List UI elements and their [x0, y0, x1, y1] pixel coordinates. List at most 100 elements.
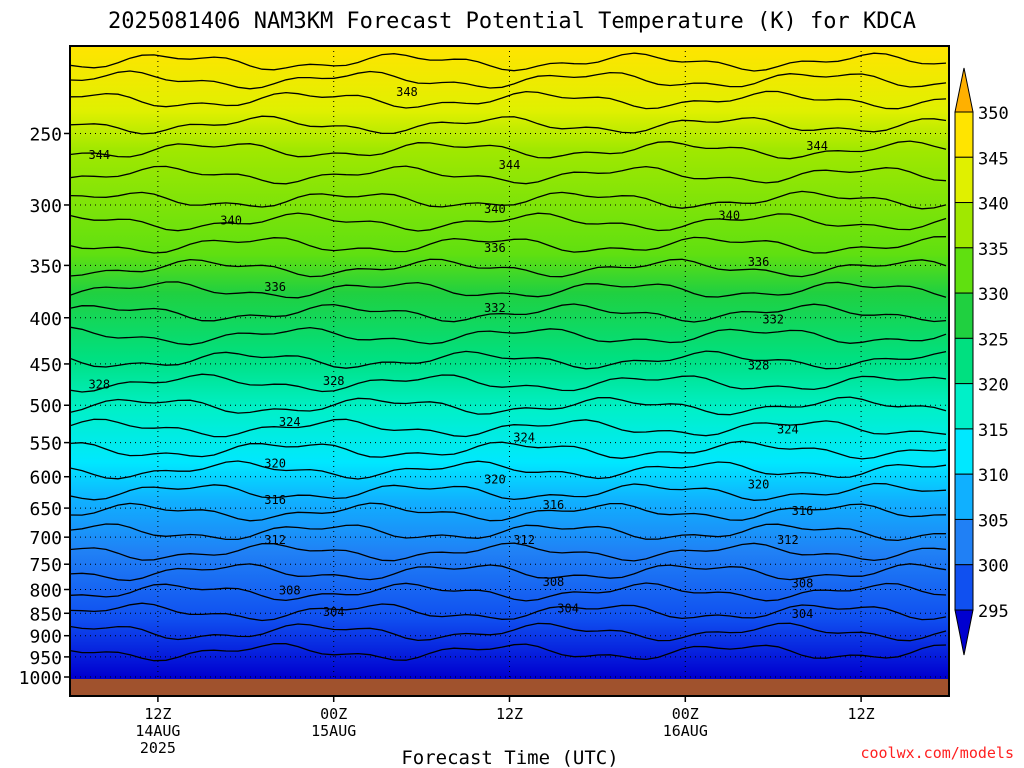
contour-label: 324 — [777, 423, 799, 437]
colorbar-segment — [954, 337, 974, 385]
colorbar-segment — [954, 383, 974, 430]
contour-label: 308 — [279, 583, 301, 597]
contour-line — [70, 350, 947, 370]
colorbar-segment — [954, 428, 974, 475]
contour-line — [70, 236, 947, 254]
contour-label: 312 — [777, 533, 799, 547]
contour-line — [70, 70, 947, 90]
y-tick-label: 500 — [29, 396, 62, 417]
contour-label: 312 — [513, 533, 535, 547]
x-tick-sublabel: 14AUG — [135, 722, 180, 740]
y-tick-label: 400 — [29, 309, 62, 330]
colorbar-bottom-arrow — [954, 609, 974, 656]
y-tick-label: 950 — [29, 648, 62, 669]
contour-line — [70, 303, 947, 323]
contour-line — [70, 373, 947, 393]
contour-line — [70, 190, 947, 210]
contour-line — [70, 165, 947, 185]
contour-label: 340 — [220, 213, 242, 227]
x-tick-sublabel: 2025 — [140, 739, 176, 757]
colorbar-label: 320 — [978, 376, 1009, 396]
contour-line — [70, 602, 947, 622]
contour-label: 316 — [792, 504, 814, 518]
contour-label: 340 — [718, 208, 740, 222]
contour-label: 312 — [264, 533, 286, 547]
contour-label: 304 — [792, 607, 814, 621]
contour-label: 328 — [748, 359, 770, 373]
y-tick-label: 600 — [29, 468, 62, 489]
colorbar-label: 295 — [978, 602, 1009, 622]
plot-area: 348 344 344 344 340 340 340 336 336 336 332 332 328 3… — [70, 46, 949, 696]
contour-label: 332 — [762, 313, 784, 327]
contour-label: 320 — [484, 472, 506, 486]
contour-label: 336 — [748, 255, 770, 269]
contour-label: 344 — [806, 139, 828, 153]
x-axis-label: Forecast Time (UTC) — [401, 747, 618, 768]
contour-line — [70, 140, 947, 160]
colorbar-label: 345 — [978, 149, 1009, 169]
colorbar-label: 305 — [978, 511, 1009, 531]
colorbar-segment — [954, 473, 974, 520]
colorbar: 350 345 340 335 330 325 320 315 310 305 300 295 — [954, 67, 1009, 656]
contour-line — [70, 326, 947, 346]
contour-labels: 348 344 344 344 340 340 340 336 336 336 332 332 328 3… — [88, 85, 828, 621]
contour-label: 344 — [88, 148, 110, 162]
contour-line — [70, 460, 947, 480]
contour-label: 340 — [484, 202, 506, 216]
contour-label: 324 — [279, 415, 301, 429]
contour-label: 304 — [557, 602, 579, 616]
colorbar-segment — [954, 564, 974, 611]
contour-line — [70, 502, 947, 522]
contour-line — [70, 582, 947, 602]
terrain-surface — [70, 679, 949, 696]
contour-label: 324 — [513, 431, 535, 445]
contour-line — [70, 482, 947, 501]
x-tick-label: 12Z — [848, 705, 875, 723]
colorbar-label: 340 — [978, 195, 1009, 215]
contour-line — [70, 115, 947, 135]
x-tick-sublabel: 15AUG — [311, 722, 356, 740]
contour-label: 328 — [88, 377, 110, 391]
y-tick-label: 450 — [29, 355, 62, 376]
y-tick-label: 750 — [29, 555, 62, 576]
contour-label: 320 — [748, 477, 770, 491]
contour-line — [70, 440, 947, 460]
colorbar-label: 315 — [978, 421, 1009, 441]
contour-lines — [70, 52, 947, 662]
y-tick-label: 850 — [29, 604, 62, 625]
y-tick-label: 700 — [29, 528, 62, 549]
contour-label: 348 — [396, 85, 418, 99]
contour-label: 332 — [484, 301, 506, 315]
y-tick-label: 650 — [29, 499, 62, 520]
contour-line — [70, 212, 947, 232]
contour-label: 328 — [323, 374, 345, 388]
colorbar-segment — [954, 111, 974, 158]
y-tick-label: 550 — [29, 434, 62, 455]
contour-line — [70, 258, 947, 278]
contour-label: 308 — [543, 575, 565, 589]
credit-text: coolwx.com/models — [860, 744, 1014, 762]
colorbar-label: 350 — [978, 104, 1009, 124]
y-tick-label: 900 — [29, 627, 62, 648]
y-axis: 2503003504004505005506006507007508008509… — [19, 124, 70, 689]
contour-label: 336 — [484, 241, 506, 255]
contour-label: 336 — [264, 280, 286, 294]
x-tick-label: 00Z — [672, 705, 699, 723]
colorbar-label: 300 — [978, 557, 1009, 577]
y-tick-label: 800 — [29, 581, 62, 602]
contour-line — [70, 523, 947, 542]
contour-line — [70, 563, 947, 582]
y-tick-label: 300 — [29, 196, 62, 217]
contour-label: 316 — [264, 493, 286, 507]
contour-line — [70, 52, 947, 72]
contour-line — [70, 281, 947, 299]
x-tick-label: 12Z — [144, 705, 171, 723]
colorbar-segment — [954, 247, 974, 294]
colorbar-label: 325 — [978, 330, 1009, 350]
contour-label: 316 — [543, 498, 565, 512]
grid-lines — [70, 46, 949, 696]
colorbar-segment — [954, 202, 974, 249]
contour-line — [70, 642, 947, 662]
